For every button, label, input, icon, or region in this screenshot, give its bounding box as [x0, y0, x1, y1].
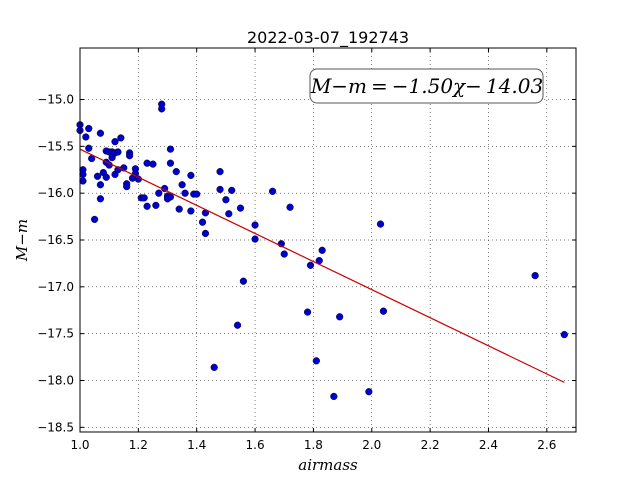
data-point [85, 144, 93, 152]
data-point [210, 363, 218, 371]
data-point [79, 177, 87, 185]
data-point [330, 392, 338, 401]
chart-title: 2022-03-07_192743 [247, 28, 409, 48]
data-point [175, 205, 183, 213]
data-point [303, 308, 312, 316]
data-point [96, 195, 105, 203]
data-point [187, 207, 195, 215]
data-point [155, 189, 163, 197]
y-tick-label: −16.0 [37, 186, 74, 200]
data-layer [76, 100, 568, 401]
data-point [93, 172, 102, 180]
data-point [82, 133, 90, 141]
data-point [96, 129, 105, 137]
x-tick-label: 1.8 [304, 438, 323, 452]
data-point [228, 186, 236, 194]
data-point [251, 221, 259, 229]
data-point [201, 229, 210, 238]
axis-ticks: 1.0 1.2 1.4 1.6 1.8 2.0 2.2 2.4 2.6 −15.0 −15.5 −16… [37, 48, 576, 452]
data-point [126, 152, 134, 160]
y-tick-label: −17.0 [37, 280, 74, 294]
data-point [336, 313, 344, 321]
y-tick-label: −15.0 [37, 93, 74, 107]
data-point [193, 190, 201, 198]
data-point [233, 321, 242, 329]
data-point [236, 204, 245, 212]
data-point [365, 388, 373, 396]
y-tick-label: −15.5 [37, 139, 74, 153]
data-point [286, 203, 294, 211]
data-point [222, 196, 230, 204]
data-point [166, 193, 175, 201]
data-point [117, 134, 125, 142]
data-point [312, 357, 320, 365]
x-tick-label: 2.6 [537, 438, 556, 452]
data-point [225, 210, 233, 218]
data-point [149, 160, 157, 168]
y-axis-label: M−m [13, 219, 31, 262]
x-tick-label: 2.4 [479, 438, 498, 452]
data-point [280, 250, 288, 258]
y-tick-label: −18.0 [37, 373, 74, 387]
data-point [216, 168, 224, 176]
data-point [123, 183, 131, 191]
data-point [251, 235, 259, 243]
data-point [376, 220, 385, 228]
data-point [166, 159, 175, 167]
data-point [216, 185, 224, 194]
data-point [96, 181, 105, 189]
data-point [102, 173, 110, 181]
fit-annotation: M−m = −1.50χ− 14.03 [309, 68, 544, 104]
data-point [181, 189, 189, 197]
x-tick-label: 1.0 [70, 438, 89, 452]
data-point [531, 271, 539, 280]
data-point [187, 171, 195, 179]
y-tick-label: −18.5 [37, 420, 74, 434]
fit-line [79, 148, 565, 383]
data-point [114, 148, 122, 156]
data-point [140, 194, 148, 202]
data-point [318, 246, 326, 254]
data-point [90, 215, 99, 223]
y-tick-label: −17.5 [37, 327, 74, 341]
x-tick-label: 1.6 [246, 438, 265, 452]
data-point [172, 168, 180, 176]
data-point [152, 201, 160, 209]
data-point [85, 124, 93, 133]
data-point [268, 187, 277, 195]
data-point [239, 277, 247, 285]
data-point [158, 105, 166, 113]
data-point [143, 202, 151, 210]
data-point [111, 138, 119, 146]
data-point [379, 307, 388, 315]
x-tick-label: 2.0 [362, 438, 381, 452]
x-tick-label: 1.2 [129, 438, 148, 452]
x-tick-label: 2.2 [421, 438, 440, 452]
data-point [166, 145, 175, 153]
y-tick-label: −16.5 [37, 233, 74, 247]
data-point [560, 330, 568, 339]
data-point [79, 170, 87, 179]
annotation-box [309, 68, 544, 104]
annotation-equation: M−m = −1.50χ− 14.03 [310, 74, 543, 98]
x-axis-label: airmass [298, 456, 358, 474]
data-point [306, 261, 315, 269]
data-point [178, 181, 186, 189]
data-point [198, 218, 207, 226]
x-tick-label: 1.4 [187, 438, 206, 452]
